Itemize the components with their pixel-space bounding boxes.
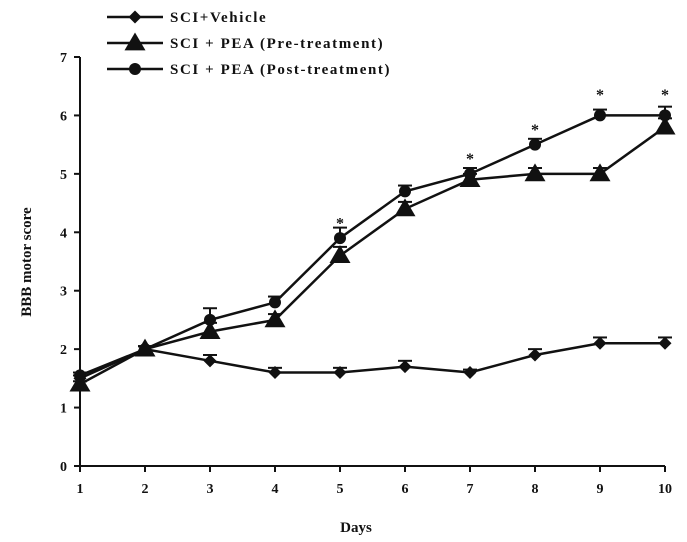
series-line xyxy=(79,114,665,377)
series-3 xyxy=(73,105,672,382)
x-tick-label: 10 xyxy=(658,482,672,497)
data-point xyxy=(69,373,91,392)
series-line xyxy=(79,126,666,386)
significance-star: * xyxy=(531,122,539,139)
data-point xyxy=(268,366,282,380)
data-point xyxy=(204,313,216,326)
x-tick-label: 2 xyxy=(142,482,149,497)
data-point xyxy=(593,336,607,350)
data-point xyxy=(74,369,86,382)
legend-swatch-marker xyxy=(129,63,141,75)
legend-label: SCI+Vehicle xyxy=(170,10,267,26)
significance-annotations: * * * * * xyxy=(336,87,669,233)
y-tick-label: 0 xyxy=(60,460,67,475)
data-point xyxy=(464,167,476,180)
legend-entry-2: SCI + PEA (Pre-treatment) xyxy=(107,32,384,52)
x-tick-label: 7 xyxy=(467,482,474,497)
x-tick-label: 6 xyxy=(402,482,409,497)
x-tick-label: 8 xyxy=(532,482,539,497)
x-tick-label: 5 xyxy=(337,482,344,497)
x-tick-label: 3 xyxy=(207,482,214,497)
data-point xyxy=(463,366,477,380)
x-axis-title: Days xyxy=(340,520,372,536)
legend-label: SCI + PEA (Post-treatment) xyxy=(170,62,391,78)
x-tick-label: 9 xyxy=(597,482,604,497)
y-tick-label: 4 xyxy=(60,226,67,241)
legend-entry-1: SCI+Vehicle xyxy=(107,10,267,26)
significance-star: * xyxy=(466,151,474,168)
data-point xyxy=(589,163,611,182)
data-point xyxy=(529,138,541,151)
data-point xyxy=(199,321,221,339)
data-point xyxy=(398,360,412,374)
y-tick-label: 3 xyxy=(60,285,67,300)
legend-swatch-marker xyxy=(128,10,142,24)
significance-star: * xyxy=(336,215,344,232)
legend: SCI+Vehicle SCI + PEA (Pre-treatment) SCI … xyxy=(107,10,391,78)
significance-star: * xyxy=(596,87,604,104)
data-point xyxy=(139,343,151,356)
series-line xyxy=(79,342,665,380)
y-tick-label: 6 xyxy=(60,109,67,124)
x-tick-label: 4 xyxy=(272,482,279,497)
significance-star: * xyxy=(661,87,669,104)
data-point xyxy=(269,296,281,309)
legend-entry-3: SCI + PEA (Post-treatment) xyxy=(107,62,391,78)
x-tick-label: 1 xyxy=(77,482,84,497)
data-point xyxy=(333,366,347,380)
y-tick-label: 1 xyxy=(60,402,67,417)
y-tick-label: 5 xyxy=(60,168,67,183)
data-point xyxy=(524,163,546,182)
y-tick-label: 7 xyxy=(60,51,67,66)
data-point xyxy=(399,185,411,198)
series-2 xyxy=(69,116,676,392)
data-point xyxy=(203,354,217,368)
data-point xyxy=(594,109,606,122)
y-axis-title: BBB motor score xyxy=(19,207,35,317)
data-point xyxy=(528,348,542,362)
data-point xyxy=(329,245,351,264)
legend-label: SCI + PEA (Pre-treatment) xyxy=(170,36,384,52)
data-point xyxy=(334,232,346,245)
data-point xyxy=(658,336,672,350)
axes xyxy=(74,56,666,472)
data-point xyxy=(264,309,286,328)
data-point xyxy=(654,116,676,135)
legend-swatch-marker xyxy=(124,32,146,51)
series-layer xyxy=(69,105,676,392)
y-tick-label: 2 xyxy=(60,343,67,358)
data-point xyxy=(394,198,416,217)
data-point xyxy=(659,109,671,122)
